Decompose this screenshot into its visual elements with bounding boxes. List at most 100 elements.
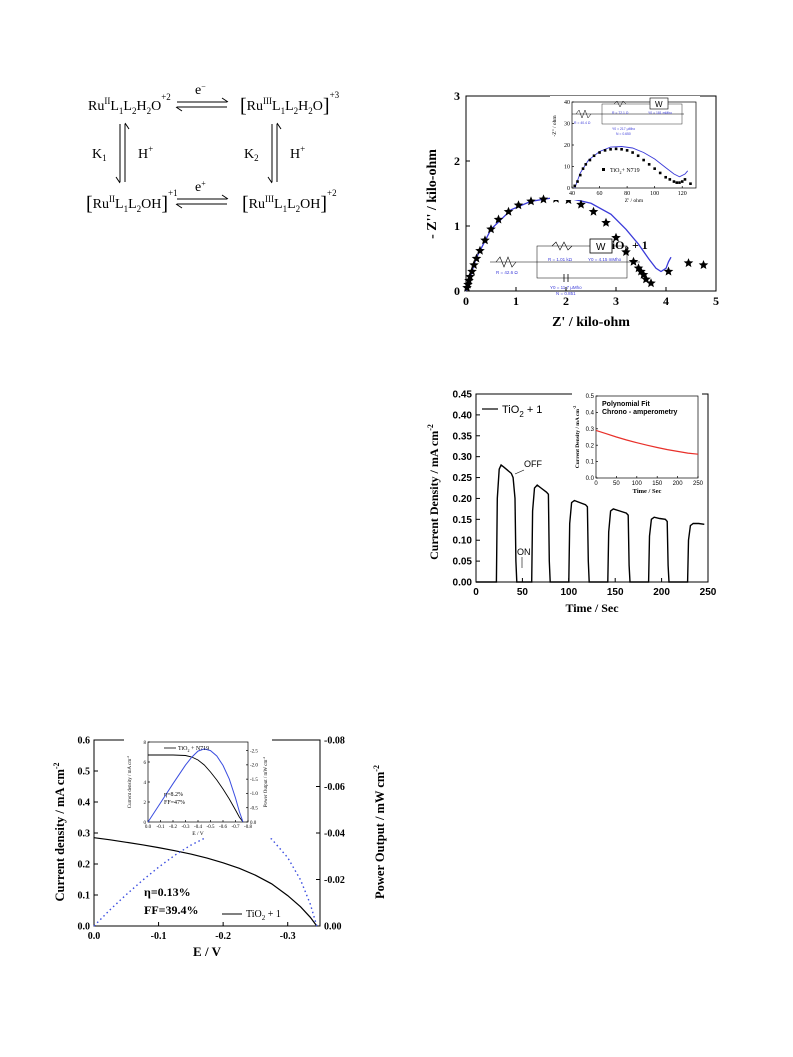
fit-line [465,197,672,292]
y-tick-label: 0.0 [586,476,595,482]
svg-text:Y0 = 217 μMho: Y0 = 217 μMho [612,127,635,131]
x-tick-label: 0.0 [88,931,101,942]
y-tick-label: 0.2 [586,443,595,449]
inset-data-point [653,167,656,170]
data-point [601,217,611,227]
y-tick-label: 2 [144,801,147,806]
x-tick-label: 0 [594,481,598,487]
inset-data-point [647,163,651,166]
inset-data-point [680,180,684,183]
x-tick-label: -0.3 [182,825,190,830]
x-axis-label: Z' / kilo-ohm [552,315,630,330]
data-point [628,256,639,266]
x-tick-label: 0 [463,294,469,308]
inset-data-point [581,167,585,170]
y-tick-label: 0.40 [453,410,473,421]
y-tick-label: 0.30 [453,452,473,463]
jv-legend: TiO2 + 1 [246,909,281,922]
x-tick-label: 2 [563,294,569,308]
x-tick-label: -0.7 [232,825,240,830]
chrono-legend: TiO2 + 1 [502,404,542,419]
y-tick-label: 0.35 [453,431,473,442]
x-axis-label: E / V [193,944,222,959]
y-tick-label: 0.1 [586,460,595,466]
y-tick-label: 0.00 [453,578,473,589]
inset-y-right-tick-label: -1.5 [250,778,258,783]
x-tick-label: -0.8 [244,825,252,830]
h-plus-left: H+ [138,144,153,162]
y-right-tick-label: -0.08 [324,736,345,747]
inset-y-right-tick-label: 0.0 [250,821,257,826]
y-tick-label: 1 [454,219,460,233]
y-tick-label: 10 [564,165,570,171]
y-tick-label: 0.1 [78,891,91,902]
svg-text:R = 42.6 Ω: R = 42.6 Ω [496,270,518,275]
inset-current-line [148,754,244,823]
nyquist-inset-legend: TiO2+ N719 [610,168,640,175]
x-tick-label: 1 [513,294,519,308]
data-point [646,278,656,288]
x-tick-label: 100 [560,587,577,598]
x-tick-label: 150 [607,587,624,598]
y-tick-label: 20 [564,143,570,149]
data-point [513,200,524,210]
y-tick-label: 0.3 [78,829,91,840]
x-tick-label: -0.5 [207,825,215,830]
svg-text:W: W [655,100,663,109]
species-ru3-hydroxo: [RuIIIL1L2OH]+2 [242,188,337,215]
nyquist-points-group [462,193,709,292]
x-tick-label: 50 [517,587,529,598]
data-point [503,206,514,216]
inset-y-axis-label: -Z'' / ohm [552,115,558,137]
x-axis-label: Time / Sec [565,601,619,615]
data-point [538,194,549,204]
svg-text:R = 72.1 Ω: R = 72.1 Ω [612,111,629,115]
data-point [588,206,599,216]
inset-data-point [683,178,687,181]
data-point [633,263,644,273]
inset-legend-marker [602,168,605,171]
inset-fit-line [574,146,689,189]
y-tick-label: 0.10 [453,536,473,547]
y-tick-label: 0.5 [586,394,595,400]
x-tick-label: 5 [713,294,719,308]
y-tick-label: 30 [564,122,570,128]
inset-x-axis-label: E / V [192,831,204,837]
off-label: OFF [524,459,542,469]
k2-label: K2 [244,147,259,163]
x-tick-label: 0.0 [145,825,152,830]
jv-inset-legend: TiO2 + N719 [178,746,209,753]
reaction-scheme: RuIIL1L2H2O+2 e− [RuIIIL1L2H2O]+3 K1 H+ … [86,84,340,215]
y-tick-label: 0 [454,284,460,298]
y-axis-label: Current Density / mA cm-2 [426,424,441,560]
svg-text:R = 40.4 Ω: R = 40.4 Ω [574,121,591,125]
y-tick-label: 0.3 [586,427,595,433]
jv-curve-plot: 0.0 -0.1 -0.2 -0.30.00.10.20.30.40.50.60.00… [52,736,387,960]
data-point [465,271,475,281]
data-point [486,224,496,234]
inset-fit-line [595,429,699,455]
inset-y-right-tick-label: -0.5 [250,807,258,812]
y-tick-label: 0.6 [78,736,91,747]
data-point [469,260,479,269]
nyquist-fit-group [465,197,672,292]
y-tick-label: 4 [144,781,147,786]
svg-text:N = 0.650: N = 0.650 [616,132,631,136]
data-point [480,235,490,245]
species-ru3-aqua: [RuIIIL1L2H2O]+3 [240,90,340,117]
chrono-line-group [476,463,705,583]
x-tick-label: 250 [693,481,704,487]
equivalent-circuit-inset: W R = 40.4 Ω R = 72.1 Ω Y0 = 181 mMho Y0… [572,97,684,136]
x-tick-label: -0.2 [215,931,231,942]
electron-label-bottom: e+ [195,179,206,195]
x-tick-label: 150 [652,481,663,487]
y-tick-label: 2 [454,154,460,168]
chrono-axes: 0 50 100 150 200 2500.000.050.100.150.200.250… [426,390,717,616]
chronoamperometry-plot: 0 50 100 150 200 2500.000.050.100.150.200.250… [426,390,717,616]
inset-data-point [598,151,601,154]
inset-data-point [609,148,612,151]
species-ru2-aqua: RuIIL1L2H2O+2 [88,92,171,116]
y-axis-label-left: Current density / mA cm-2 [52,762,67,901]
inset-data-point [658,171,662,175]
